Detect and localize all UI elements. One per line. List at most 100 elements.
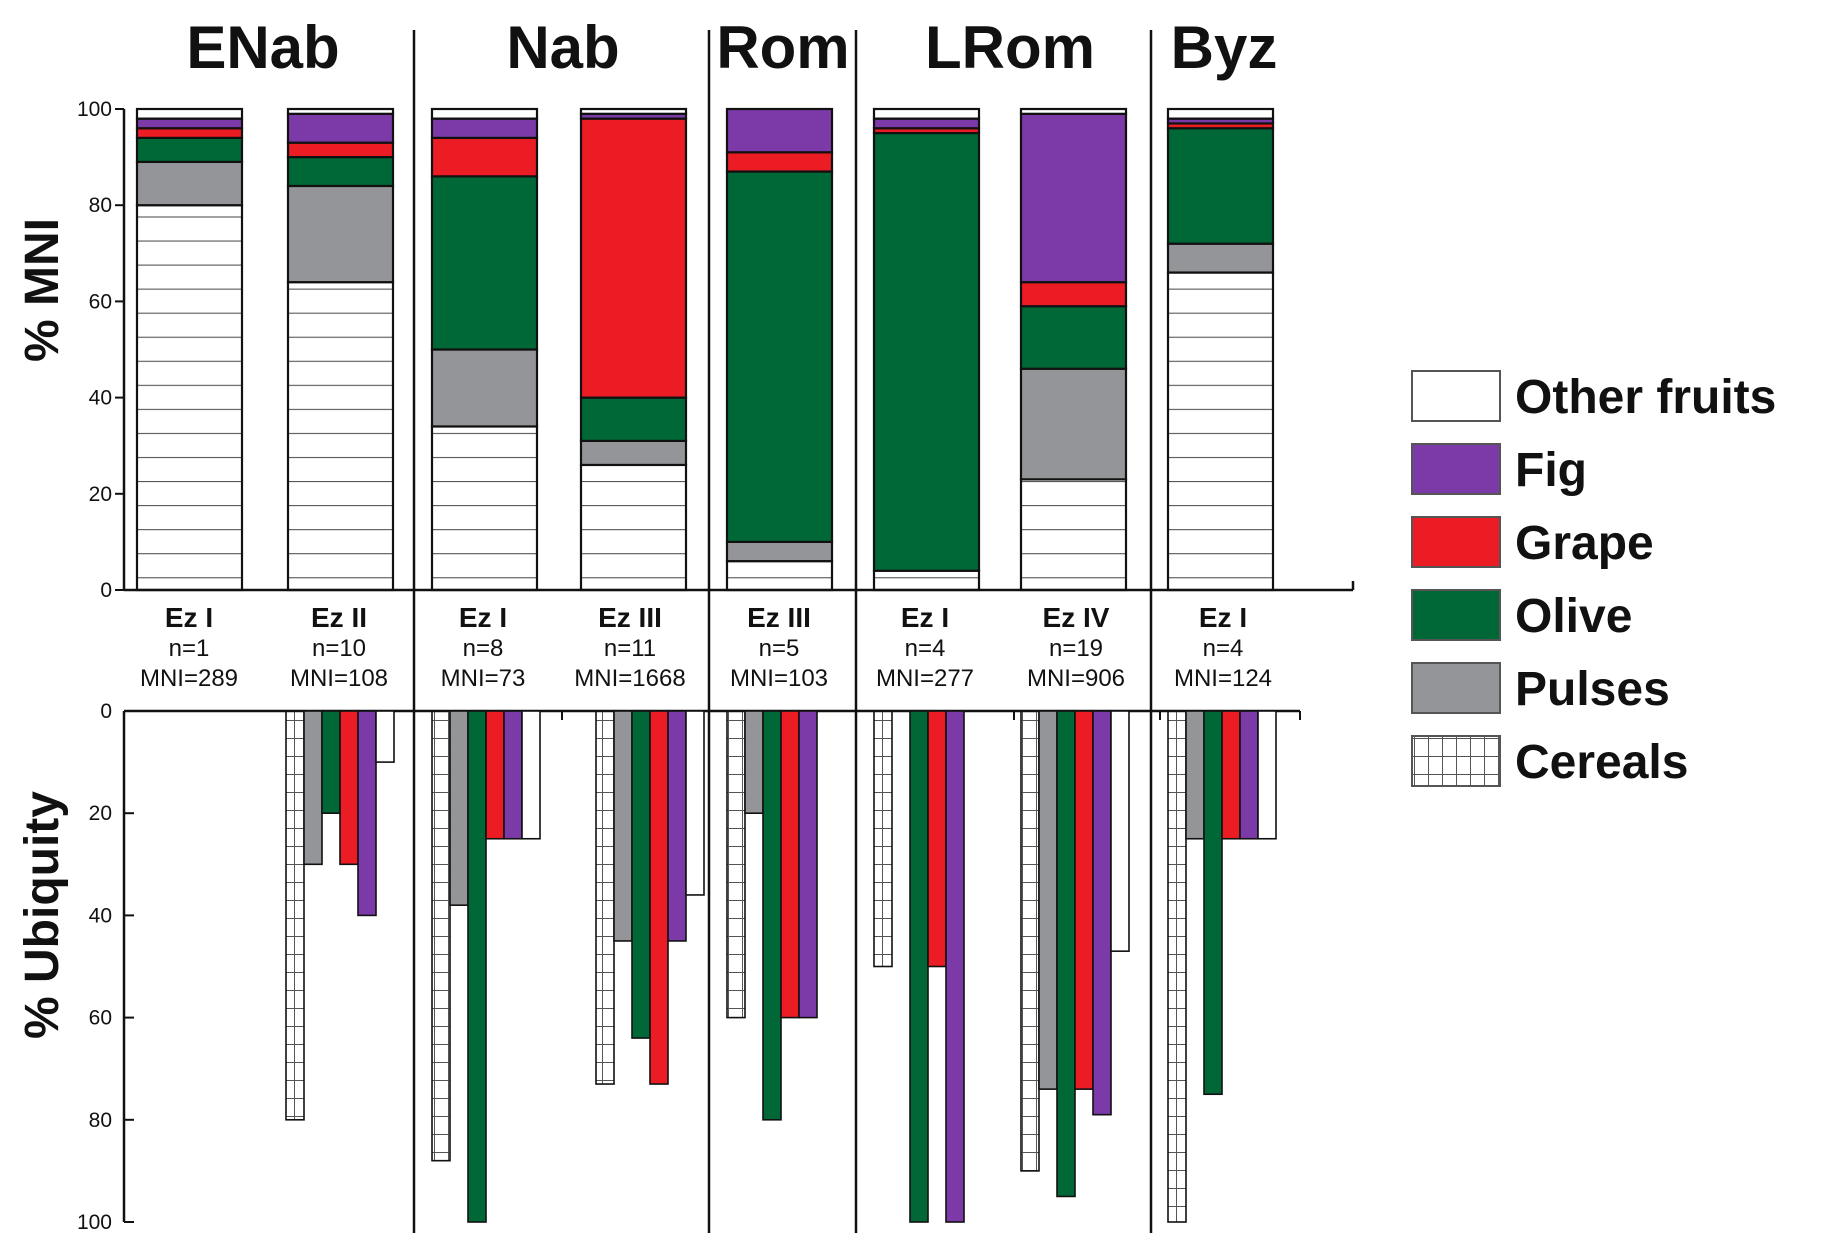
ubiquity-bar-fig: [1092, 710, 1112, 1116]
mni-bar-segment-cereals: [1019, 478, 1128, 592]
site-sample-count: n=4: [905, 635, 946, 662]
mni-bar-segment-grape: [135, 127, 244, 139]
ubiquity-bar-cereals: [431, 710, 451, 1162]
mni-bar-segment-grape: [579, 117, 688, 399]
site-name-label: Ez II: [311, 602, 367, 633]
ubiquity-bar-pulses: [303, 710, 323, 866]
mni-bar-segment-olive: [430, 175, 539, 351]
legend-label-fig: Fig: [1515, 444, 1587, 497]
period-label-nab: Nab: [506, 14, 619, 81]
legend-swatch-pulses: [1411, 662, 1501, 714]
ubiquity-bars: [285, 710, 1277, 1223]
legend-swatch-cereals: [1411, 735, 1501, 787]
ubiquity-bar-cereals: [1167, 710, 1187, 1223]
ubiquity-bar-grape: [1074, 710, 1094, 1090]
legend-swatch-fig: [1411, 443, 1501, 495]
mni-bar-segment-fig: [135, 117, 244, 130]
ubiquity-bar-fig: [1239, 710, 1259, 840]
mni-bar-segment-other-fruits: [1166, 107, 1275, 120]
ubiquity-bar-other-fruits: [1110, 710, 1130, 952]
mni-bar-segment-fig: [1019, 112, 1128, 284]
ubiquity-bar-pulses: [744, 710, 764, 814]
mni-bar-segment-cereals: [725, 560, 834, 592]
site-name-label: Ez III: [747, 602, 811, 633]
mni-bar-segment-olive: [725, 170, 834, 543]
ubiquity-bar-olive: [1203, 710, 1223, 1096]
mni-bar-segment-pulses: [1166, 242, 1275, 274]
ubiquity-y-tick-label: 100: [77, 1211, 112, 1233]
mni-bar-segment-pulses: [579, 439, 688, 467]
mni-bar-segment-pulses: [1019, 367, 1128, 481]
site-sample-count: n=1: [169, 635, 210, 662]
ubiquity-y-tick-label: 40: [89, 904, 112, 927]
site-sample-count: n=5: [759, 635, 800, 662]
site-sample-count: n=10: [312, 635, 366, 662]
legend-label-grape: Grape: [1515, 517, 1654, 570]
ubiquity-bar-grape: [927, 710, 947, 968]
legend-swatch-grape: [1411, 516, 1501, 568]
site-mni-count: MNI=277: [876, 665, 974, 692]
period-label-rom: Rom: [716, 14, 849, 81]
mni-bar-segment-grape: [430, 136, 539, 178]
site-name-label: Ez I: [459, 602, 507, 633]
mni-bar-segment-grape: [286, 141, 395, 159]
mni-bar-segment-other-fruits: [1019, 107, 1128, 115]
period-dividers: [412, 30, 1153, 1233]
ubiquity-bar-pulses: [1038, 710, 1058, 1090]
legend-label-other-fruits: Other fruits: [1515, 371, 1776, 424]
period-label-byz: Byz: [1171, 14, 1278, 81]
ubiquity-bar-fig: [945, 710, 965, 1223]
mni-bar-segment-grape: [725, 151, 834, 173]
ubiquity-y-tick-label: 60: [89, 1007, 112, 1030]
mni-axis: 0 20 40 60 80 100: [77, 98, 1355, 602]
mni-bar-segment-other-fruits: [579, 107, 688, 115]
ubiquity-bar-cereals: [873, 710, 893, 968]
mni-bar-segment-cereals: [579, 463, 688, 592]
ubiquity-bar-olive: [631, 710, 651, 1039]
mni-bar-segment-cereals: [872, 569, 981, 592]
period-label-enab: ENab: [186, 14, 339, 81]
mni-y-tick-label: 80: [89, 194, 112, 217]
ubiquity-bar-grape: [339, 710, 359, 866]
mni-bar-segment-olive: [1166, 127, 1275, 245]
ubiquity-bar-olive: [1056, 710, 1076, 1198]
ubiquity-bar-other-fruits: [375, 710, 395, 763]
mni-bar-segment-cereals: [286, 281, 395, 592]
mni-bar-segment-other-fruits: [135, 107, 244, 120]
site-mni-count: MNI=289: [140, 665, 238, 692]
period-label-lrom: LRom: [925, 14, 1095, 81]
mni-bar-segment-fig: [286, 112, 395, 144]
legend-swatch-olive: [1411, 589, 1501, 641]
ubiquity-bar-grape: [780, 710, 800, 1019]
mni-bar-segment-fig: [725, 107, 834, 154]
ubiquity-bar-other-fruits: [521, 710, 541, 840]
mni-bar-segment-olive: [135, 136, 244, 164]
site-sample-count: n=8: [463, 635, 504, 662]
ubiquity-bar-fig: [503, 710, 523, 840]
mni-bar-segment-fig: [430, 117, 539, 139]
ubiquity-bar-fig: [667, 710, 687, 942]
legend-swatch-other-fruits: [1411, 370, 1501, 422]
mni-bar-segment-cereals: [430, 425, 539, 592]
mni-bar-segment-pulses: [135, 160, 244, 207]
mni-y-tick-label: 0: [100, 579, 112, 602]
mni-bar-segment-pulses: [286, 184, 395, 284]
site-name-label: Ez III: [598, 602, 662, 633]
legend-label-pulses: Pulses: [1515, 663, 1670, 716]
ubiquity-bar-cereals: [595, 710, 615, 1085]
ubiquity-bar-cereals: [726, 710, 746, 1019]
site-name-label: Ez I: [901, 602, 949, 633]
site-mni-count: MNI=124: [1174, 665, 1272, 692]
site-sample-count: n=4: [1203, 635, 1244, 662]
site-mni-count: MNI=103: [730, 665, 828, 692]
ubiquity-bar-fig: [798, 710, 818, 1019]
mni-bar-segment-grape: [1019, 281, 1128, 308]
ubiquity-y-tick-label: 0: [100, 700, 112, 723]
mni-bar-segment-pulses: [725, 540, 834, 563]
site-mni-count: MNI=108: [290, 665, 388, 692]
mni-stacked-bars: [135, 107, 1275, 592]
ubiquity-bar-olive: [909, 710, 929, 1223]
mni-bar-segment-olive: [1019, 305, 1128, 370]
